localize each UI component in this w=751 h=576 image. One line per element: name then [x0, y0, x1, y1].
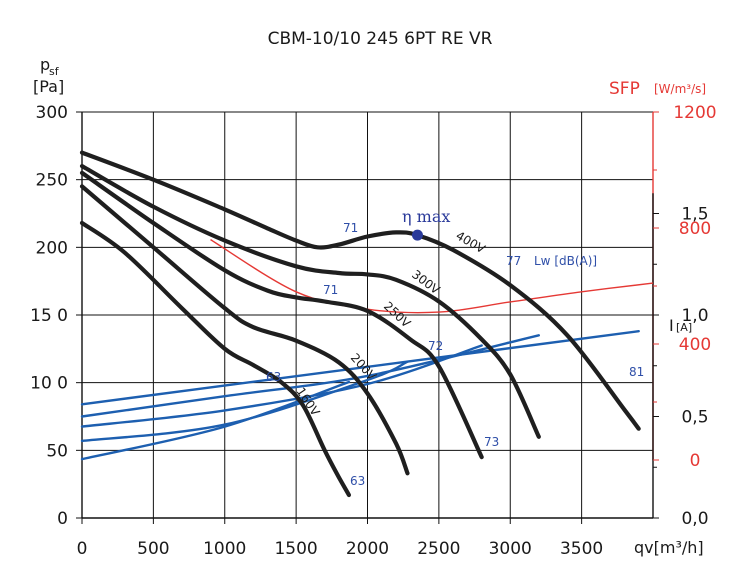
current-tick-label: 1,5: [681, 205, 708, 225]
lw-heading: Lw [dB(A)]: [534, 254, 597, 268]
lw-label: 81: [629, 365, 644, 379]
lw-label: 72: [428, 339, 443, 353]
y-left-tick-label: 0: [57, 509, 68, 529]
x-tick-label: 0: [77, 539, 88, 559]
y-left-label-sub: sf: [49, 65, 60, 78]
lw-label: 71: [343, 221, 358, 235]
y-left-tick-label: 200: [36, 238, 68, 258]
pressure-curve-250v: [79, 170, 484, 460]
current-unit: [A]: [676, 321, 692, 334]
eta-max-point: [411, 229, 423, 241]
x-tick-label: 2500: [417, 539, 460, 559]
current-line-200v: [80, 360, 409, 443]
grid: [82, 111, 654, 518]
pressure-curve-200v: [79, 184, 410, 476]
lw-label: 63: [350, 474, 365, 488]
y-left-label: p: [40, 55, 50, 74]
sfp-unit: [W/m³/s]: [654, 82, 706, 96]
current-tick-label: 0,0: [681, 509, 708, 529]
lw-label: 77: [506, 254, 521, 268]
pressure-curve-400v: [79, 150, 641, 431]
sfp-tick-label: 0: [690, 451, 701, 471]
y-left-tick-label: 50: [46, 441, 68, 461]
pressure-curve-300v: [79, 164, 541, 439]
current-line-160v: [80, 380, 351, 461]
current-line-400v: [80, 330, 640, 406]
y-left-tick-label: 15 0: [30, 306, 68, 326]
x-axis-label: qv[m³/h]: [634, 538, 704, 557]
x-tick-label: 2000: [346, 539, 389, 559]
y-left-tick-label: 250: [36, 171, 68, 191]
y-left-tick-label: 300: [36, 103, 68, 123]
x-tick-label: 500: [137, 539, 169, 559]
sfp-tick-label: 800: [679, 219, 711, 239]
chart-title: CBM-10/10 245 6PT RE VR: [268, 29, 493, 49]
lw-label: 73: [484, 435, 499, 449]
x-tick-label: 3000: [489, 539, 532, 559]
sfp-tick-label: 400: [679, 335, 711, 355]
current-tick-label: 1,0: [681, 306, 708, 326]
data-series: [79, 150, 654, 498]
current-line-300v: [80, 334, 540, 418]
sfp-line: [210, 239, 654, 314]
sfp-label: SFP: [609, 79, 640, 99]
sfp-tick-label: 1200: [673, 103, 716, 123]
current-label: I: [669, 316, 674, 335]
current-tick-label: 0,5: [681, 408, 708, 428]
lw-label: 63: [266, 370, 281, 384]
x-tick-label: 3500: [560, 539, 603, 559]
y-left-unit: [Pa]: [33, 77, 64, 96]
x-tick-label: 1500: [274, 539, 317, 559]
lw-label: 71: [323, 283, 338, 297]
current-line-250v: [80, 344, 483, 428]
y-left-tick-label: 10 0: [30, 374, 68, 394]
eta-max-label: η max: [402, 207, 450, 226]
pressure-curve-160v: [79, 220, 351, 498]
x-tick-label: 1000: [203, 539, 246, 559]
